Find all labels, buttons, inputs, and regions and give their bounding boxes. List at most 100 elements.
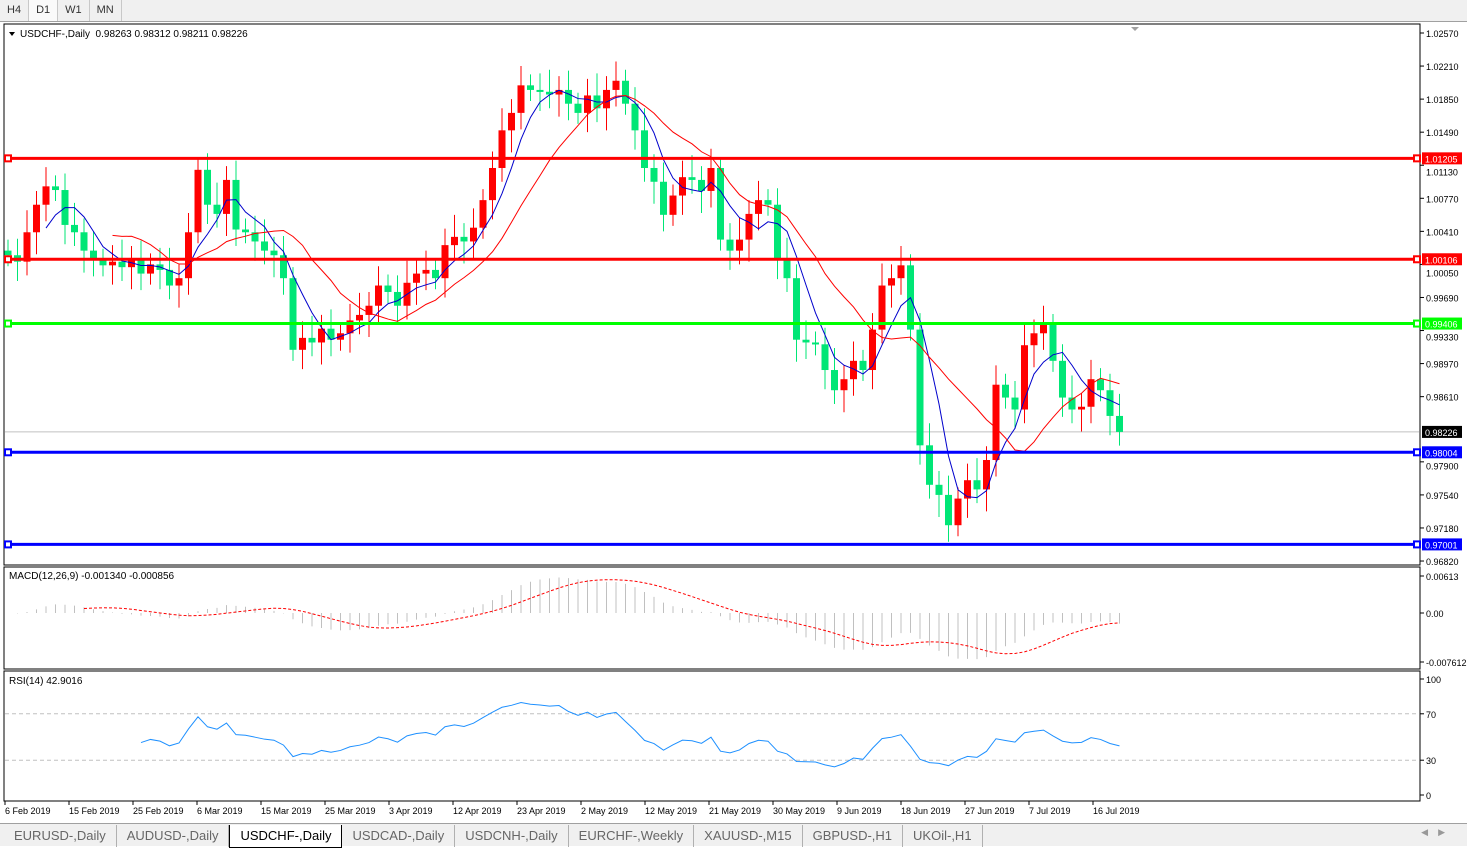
candle [1116, 393, 1123, 446]
candle-body [850, 360, 857, 380]
line-handle[interactable] [1413, 319, 1421, 328]
timeframe-h4[interactable]: H4 [0, 0, 30, 21]
candle [99, 248, 107, 277]
chart-title: USDCHF-,Daily 0.98263 0.98312 0.98211 0.… [20, 29, 248, 40]
price-tick-label: 1.01490 [1426, 128, 1459, 138]
candle [413, 259, 420, 305]
candle-body [42, 186, 50, 205]
candle [204, 153, 211, 225]
price-tick-label: 0.99330 [1426, 333, 1459, 343]
date-tick-label: 25 Feb 2019 [133, 806, 184, 816]
line-handle[interactable] [4, 255, 12, 264]
candle-body [1011, 397, 1019, 410]
candle [774, 188, 781, 280]
candle [299, 321, 306, 370]
candle-body [1021, 345, 1028, 410]
candle-body [954, 498, 962, 526]
symbol-tab[interactable]: USDCHF-,Daily [229, 825, 343, 848]
candle [954, 487, 962, 537]
candle-body [546, 91, 553, 95]
candle-body [1002, 384, 1009, 398]
timeframe-d1[interactable]: D1 [29, 0, 59, 21]
candle-body [1116, 415, 1123, 432]
candle [1040, 305, 1047, 350]
timeframe-w1[interactable]: W1 [58, 0, 90, 21]
candle-body [204, 169, 211, 205]
price-tick-label: 0.97180 [1426, 524, 1459, 534]
line-handle[interactable] [4, 448, 12, 457]
line-handle[interactable] [1413, 448, 1421, 457]
price-tick-label: 1.01850 [1426, 95, 1459, 105]
line-handle[interactable] [4, 319, 12, 328]
line-handle[interactable] [1413, 540, 1421, 549]
symbol-tab[interactable]: UKOil-,H1 [903, 825, 983, 847]
candle-body [80, 232, 88, 251]
timeframe-mn[interactable]: MN [90, 0, 122, 21]
candle [194, 158, 202, 244]
macd-panel [3, 566, 1421, 670]
candle-body [232, 179, 240, 230]
date-tick-label: 12 May 2019 [645, 806, 697, 816]
candle [603, 76, 610, 131]
candle [726, 223, 734, 270]
date-tick-label: 18 Jun 2019 [901, 806, 951, 816]
candle-body [280, 255, 287, 279]
symbol-tab[interactable]: EURUSD-,Daily [4, 825, 117, 847]
candle-body [745, 213, 753, 240]
symbol-tab[interactable]: USDCNH-,Daily [455, 825, 569, 847]
candle-body [384, 285, 392, 292]
tab-scroll-arrows-icon[interactable]: ◀▶ [1421, 827, 1455, 837]
candle-body [470, 227, 477, 242]
line-handle[interactable] [1413, 255, 1421, 264]
candle-body [270, 250, 278, 256]
line-handle[interactable] [4, 154, 12, 163]
candle-body [71, 224, 78, 233]
symbol-tab[interactable]: USDCAD-,Daily [342, 825, 456, 847]
candle-body [432, 269, 439, 279]
line-handle[interactable] [4, 540, 12, 549]
candle-body [498, 130, 506, 168]
date-tick-label: 7 Jul 2019 [1029, 806, 1071, 816]
candle [935, 471, 943, 517]
candle-body [536, 89, 544, 92]
macd-tick-label: -0.007612 [1426, 658, 1467, 668]
candle [688, 155, 696, 194]
candle [23, 210, 31, 276]
candle [270, 236, 278, 278]
symbol-tab[interactable]: AUDUSD-,Daily [117, 825, 230, 847]
candle-body [641, 130, 648, 168]
collapse-triangle-icon[interactable] [9, 32, 15, 36]
candle-body [109, 261, 116, 266]
candle [764, 189, 772, 216]
candle-body [565, 89, 572, 104]
candle [992, 365, 1000, 477]
line-price-label: 0.97001 [1425, 540, 1458, 550]
candle-body [90, 250, 97, 260]
symbol-tab[interactable]: XAUUSD-,M15 [694, 825, 803, 847]
candle-body [137, 259, 145, 274]
candle-body [888, 278, 895, 286]
chart-shift-marker-icon[interactable] [1131, 27, 1139, 31]
symbol-tab[interactable]: EURCHF-,Weekly [569, 825, 695, 847]
candle [166, 247, 173, 300]
candle [973, 458, 981, 504]
candle [80, 218, 88, 273]
candle [650, 154, 658, 204]
candle [1002, 373, 1009, 409]
line-price-badge [1422, 253, 1462, 266]
line-price-label: 0.99406 [1425, 320, 1458, 330]
candle-body [346, 320, 354, 334]
candle-body [318, 328, 325, 343]
price-tick-label: 0.97540 [1426, 491, 1459, 501]
candle-body [327, 328, 335, 340]
line-handle[interactable] [1413, 154, 1421, 163]
macd-label: MACD(12,26,9) -0.001340 -0.000856 [9, 571, 175, 582]
candle-body [764, 200, 772, 205]
candle-body [793, 278, 800, 340]
candle [755, 180, 762, 231]
symbol-tab[interactable]: GBPUSD-,H1 [803, 825, 904, 847]
timeframe-toolbar: H4 D1 W1 MN [0, 0, 1467, 22]
date-tick-label: 23 Apr 2019 [517, 806, 566, 816]
candle [375, 266, 382, 323]
